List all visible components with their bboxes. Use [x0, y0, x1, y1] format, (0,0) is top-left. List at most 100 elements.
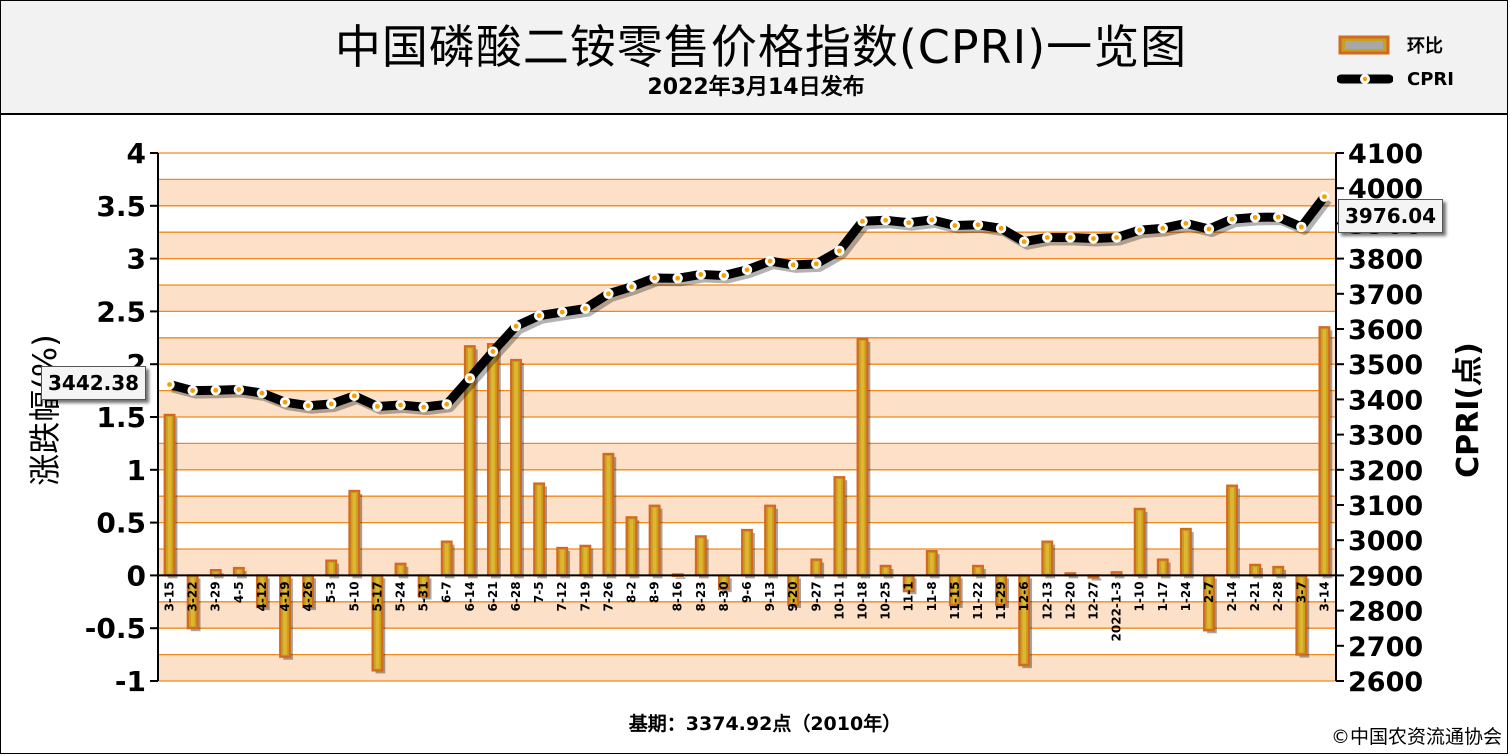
bar-2-14	[1226, 484, 1240, 579]
x-tick-label: 11-15	[948, 581, 962, 619]
plot-band	[158, 179, 1336, 206]
bar-9-13	[764, 504, 778, 579]
cpri-point-7-19	[580, 303, 591, 314]
bar-shadow	[1068, 576, 1079, 579]
cpri-marker-center	[190, 388, 196, 393]
x-tick-label: 6-14	[463, 581, 477, 611]
x-tick-label: 8-9	[648, 581, 662, 603]
bar-highlight	[375, 577, 380, 669]
x-tick-label: 2-7	[1202, 581, 1216, 603]
bar-6-21	[486, 343, 501, 579]
cpri-point-2-7	[1203, 223, 1215, 235]
x-tick-label: 1-24	[1179, 581, 1193, 611]
cpri-marker-center	[998, 225, 1004, 231]
cpri-point-12-27	[1088, 233, 1099, 244]
cpri-point-12-6	[1018, 236, 1030, 247]
bar-highlight	[906, 577, 911, 590]
bar-highlight	[999, 577, 1003, 603]
chart-title: 中国磷酸二铵零售价格指数(CPRI)一览图	[334, 20, 1188, 74]
cpri-point-7-5	[533, 310, 545, 321]
x-tick-label: 11-1	[902, 581, 916, 611]
cpri-marker-center	[167, 382, 172, 387]
bar-6-28	[510, 358, 524, 579]
bar-highlight	[306, 577, 310, 606]
x-tick-label: 5-10	[347, 581, 361, 611]
legend-item-line: CPRI	[1337, 67, 1454, 91]
bar-12-13	[1041, 540, 1056, 579]
bar-highlight	[398, 565, 403, 574]
cpri-point-2022-1-3	[1111, 232, 1122, 243]
bar-highlight	[837, 479, 842, 574]
x-tick-label: 6-28	[509, 581, 523, 611]
x-tick-label: 5-24	[394, 581, 408, 611]
cpri-point-6-21	[487, 346, 499, 357]
cpri-marker-center	[813, 261, 819, 267]
cpri-marker-center	[236, 387, 242, 392]
bar-8-9	[648, 504, 663, 579]
cpri-marker-center	[744, 267, 750, 273]
cpri-point-8-23	[695, 269, 707, 280]
cpri-point-9-27	[811, 258, 822, 270]
bar-highlight	[190, 577, 195, 627]
cpri-marker-center	[836, 248, 842, 254]
cpri-point-3-14	[1319, 191, 1330, 202]
cpri-marker-center	[629, 284, 634, 290]
y-axis-right-title: CPRI(点)	[1440, 300, 1490, 520]
cpri-marker-center	[421, 404, 427, 410]
x-tick-label: 8-23	[694, 581, 708, 611]
y-right-tick-label: 2700	[1348, 632, 1423, 663]
x-tick-label: 10-11	[832, 581, 846, 619]
cpri-point-3-7	[1296, 221, 1307, 233]
bar-highlight	[560, 549, 565, 574]
x-tick-label: 10-25	[879, 581, 893, 619]
plot-band	[158, 469, 1336, 497]
y-left-tick-label: 1.5	[96, 401, 146, 434]
x-tick-label: 4-5	[232, 581, 246, 603]
x-tick-label: 4-19	[278, 581, 292, 611]
legend-line-swatch	[1337, 74, 1393, 84]
bar-highlight	[467, 348, 472, 574]
bar-highlight	[1184, 530, 1188, 574]
cpri-point-1-10	[1134, 224, 1145, 236]
y-right-tick-label: 4100	[1348, 139, 1423, 170]
plot-band	[158, 285, 1336, 312]
chart-legend: 环比 CPRI	[1337, 31, 1497, 101]
cpri-marker-center	[1298, 224, 1304, 230]
cpri-point-5-3	[326, 398, 337, 410]
bar-highlight	[768, 507, 772, 574]
y-right-tick-label: 2800	[1348, 597, 1423, 628]
x-tick-label: 8-2	[625, 581, 639, 603]
y-left-tick-label: -1	[115, 665, 146, 698]
plot-band	[158, 443, 1336, 470]
bar-7-26	[602, 452, 617, 579]
bar-10-11	[833, 476, 848, 579]
cpri-point-4-26	[302, 400, 314, 411]
bar-7-19	[579, 544, 594, 579]
cpri-point-7-26	[603, 288, 614, 299]
x-tick-label: 7-26	[601, 581, 615, 611]
bar-highlight	[537, 485, 541, 574]
chart-header: 中国磷酸二铵零售价格指数(CPRI)一览图 2022年3月14日发布 环比 CP…	[1, 1, 1507, 115]
cpri-point-6-14	[464, 373, 476, 384]
bar-highlight	[791, 577, 796, 603]
end-value-callout: 3976.04	[1338, 199, 1444, 233]
plot-band	[158, 337, 1336, 365]
legend-line-label: CPRI	[1407, 68, 1454, 90]
y-right-tick-label: 2900	[1348, 561, 1423, 592]
cpri-point-10-11	[834, 245, 845, 257]
plot-band	[158, 496, 1336, 523]
cpri-marker-center	[328, 401, 334, 407]
x-tick-label: 1-17	[1156, 581, 1170, 611]
cpri-point-10-18	[857, 216, 868, 227]
bar-highlight	[444, 543, 449, 574]
legend-bar-swatch	[1338, 35, 1390, 55]
bar-shadow	[1114, 575, 1125, 579]
legend-item-bar: 环比	[1337, 33, 1443, 57]
cpri-point-8-16	[672, 273, 683, 284]
chart-subtitle: 2022年3月14日发布	[647, 75, 865, 100]
x-tick-label: 11-22	[971, 581, 985, 619]
cpri-point-8-9	[649, 272, 660, 284]
cpri-marker-center	[1044, 235, 1050, 240]
cpri-marker-center	[536, 313, 542, 319]
bar-8-2	[625, 516, 640, 579]
